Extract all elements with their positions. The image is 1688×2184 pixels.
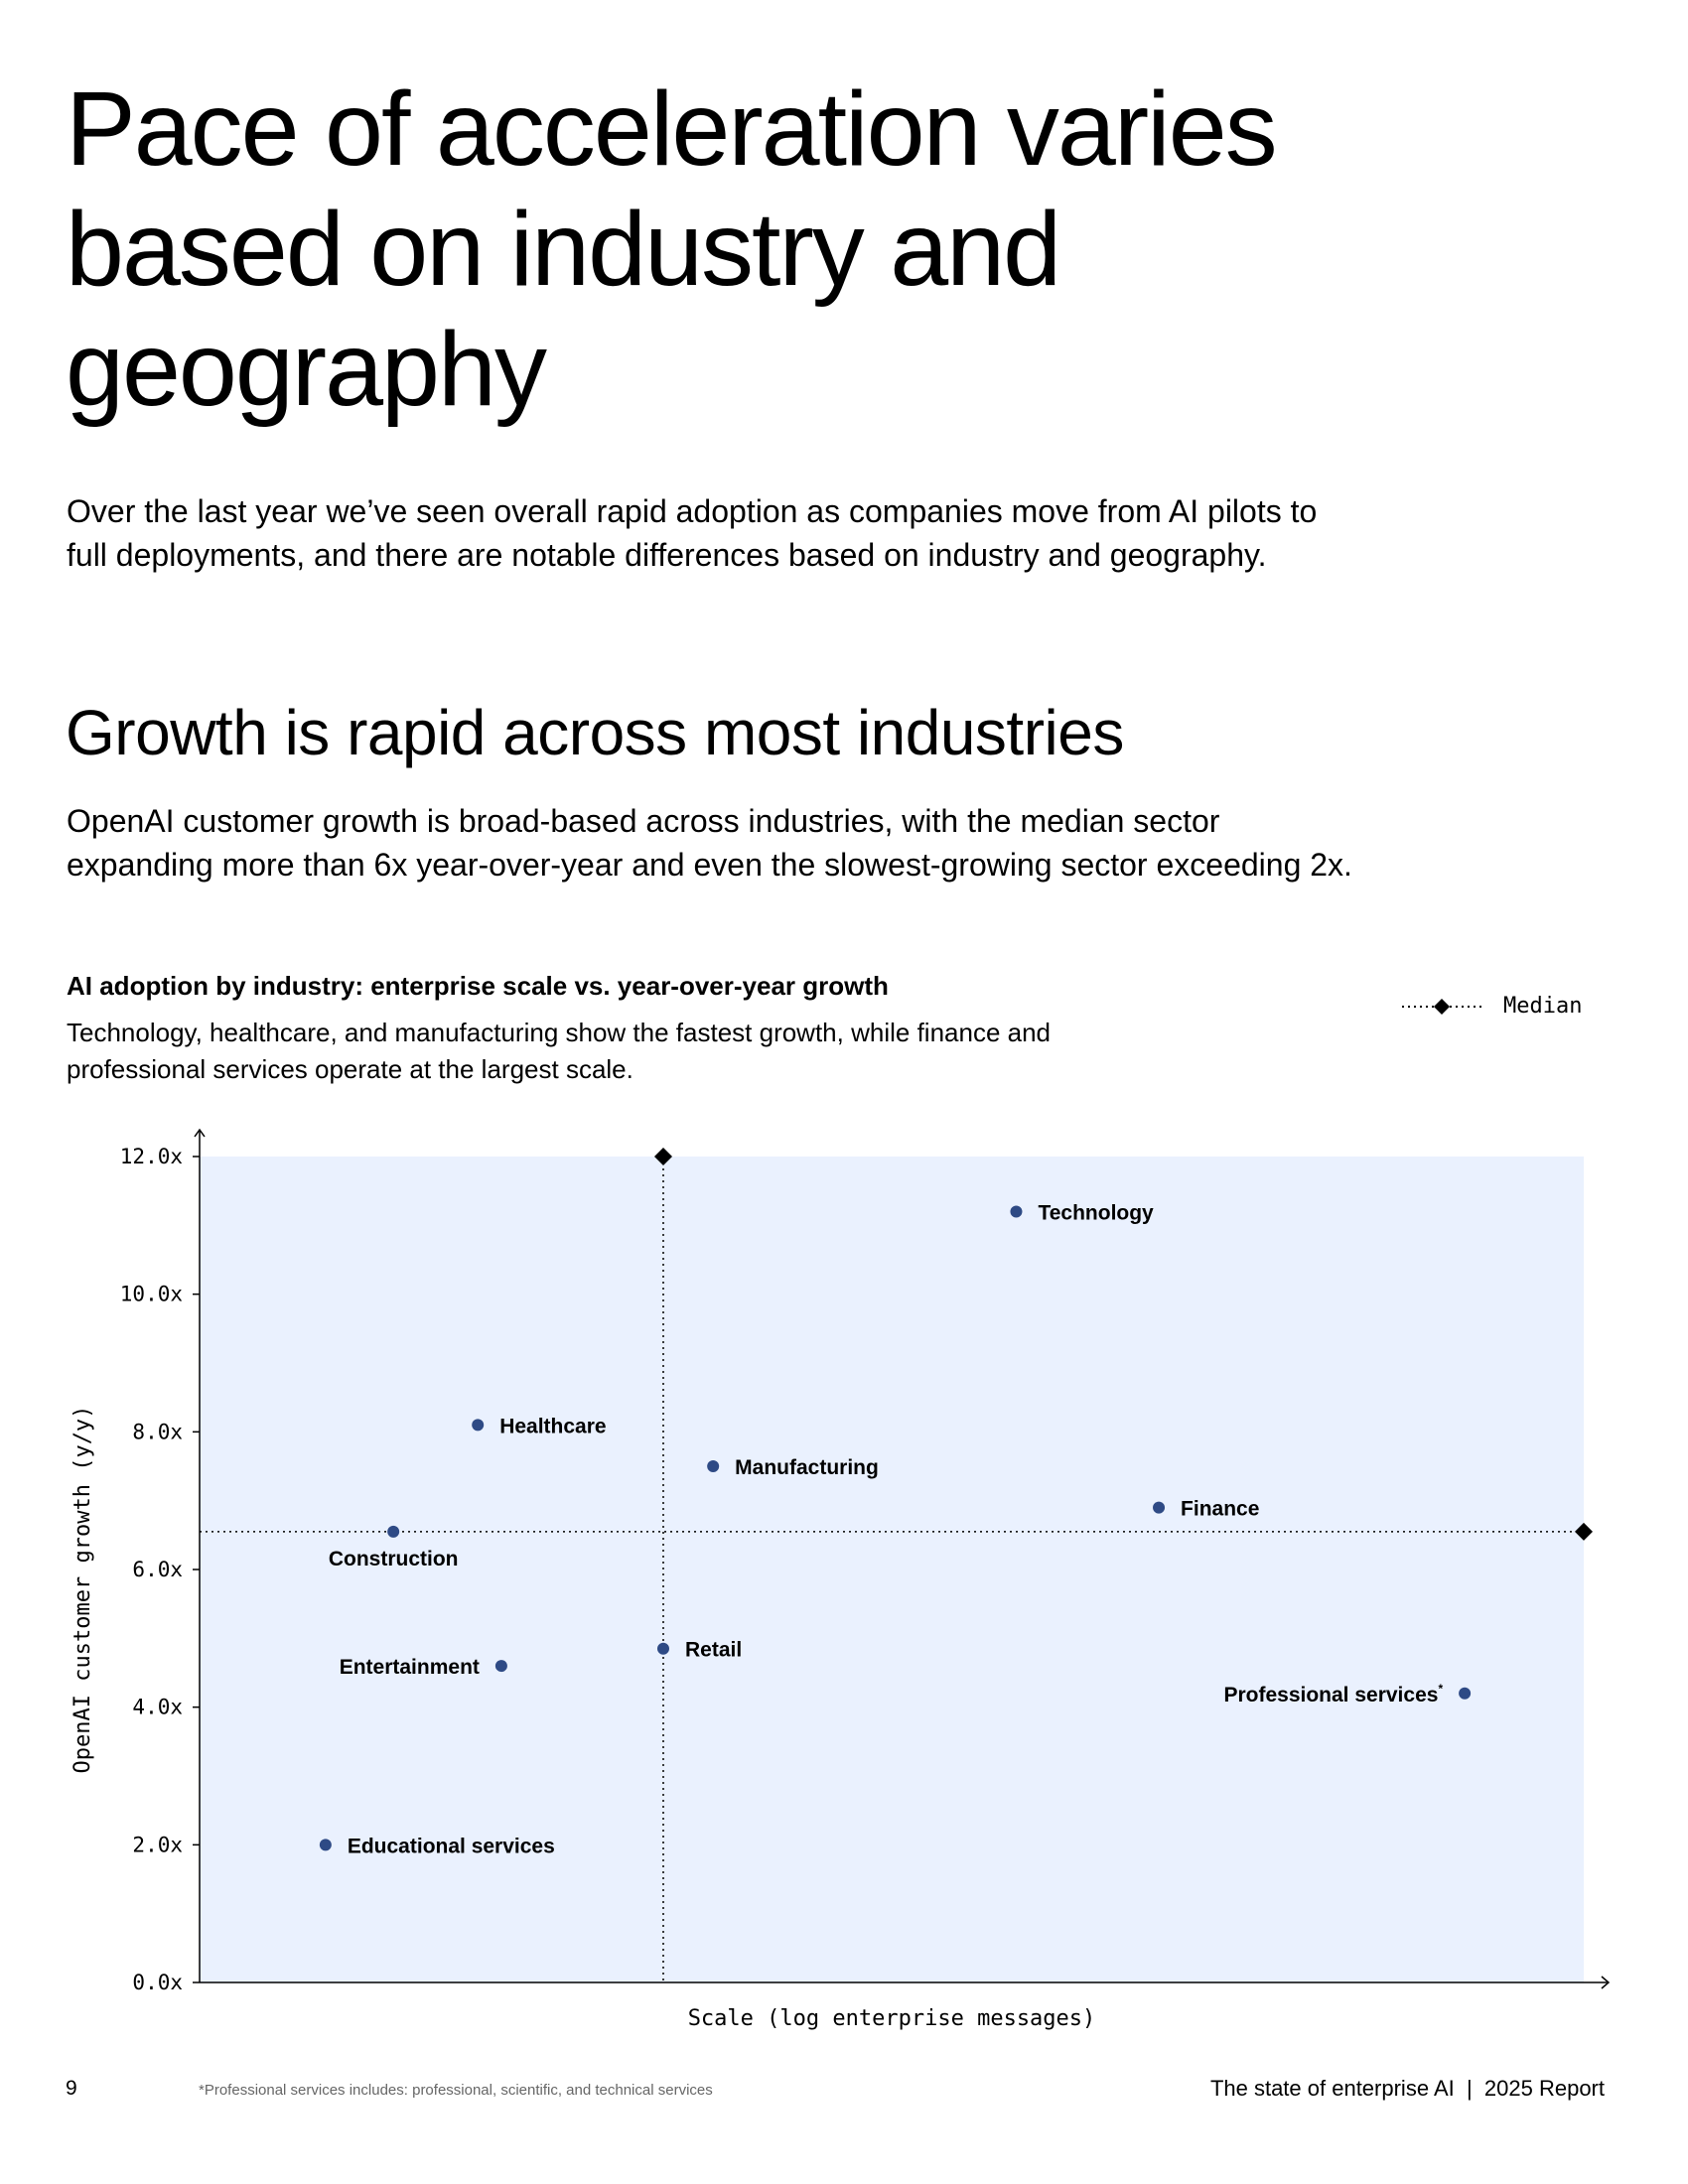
chart-subtitle: Technology, healthcare, and manufacturin… bbox=[67, 1018, 1052, 1084]
y-tick-label: 2.0x bbox=[132, 1833, 183, 1856]
data-point bbox=[1153, 1501, 1166, 1514]
y-axis-label: OpenAI customer growth (y/y) bbox=[70, 1406, 95, 1774]
point-label: Retail bbox=[685, 1639, 742, 1662]
data-point bbox=[472, 1419, 485, 1432]
point-label-text: Technology bbox=[1038, 1201, 1154, 1224]
page-title: Pace of acceleration varies based on ind… bbox=[66, 70, 1278, 428]
report-title: The state of enterprise AI | 2025 Report bbox=[1209, 2076, 1605, 2101]
chart-title: AI adoption by industry: enterprise scal… bbox=[67, 971, 889, 1001]
x-axis-arrow-icon bbox=[1601, 1976, 1611, 1989]
point-label-text: Construction bbox=[329, 1548, 459, 1570]
median-legend-icon bbox=[1402, 998, 1481, 1015]
section-paragraph: OpenAI customer growth is broad-based ac… bbox=[67, 803, 1352, 883]
data-point bbox=[319, 1839, 332, 1851]
plot-area bbox=[200, 1157, 1584, 1982]
y-tick-label: 12.0x bbox=[120, 1145, 183, 1168]
point-label: Technology bbox=[1038, 1201, 1154, 1224]
median-y-marker bbox=[1575, 1522, 1593, 1541]
point-label: Healthcare bbox=[499, 1415, 606, 1437]
data-point bbox=[494, 1660, 507, 1673]
data-point bbox=[1459, 1687, 1472, 1700]
section-title: Growth is rapid across most industries bbox=[66, 697, 1124, 768]
point-label-text: Educational services bbox=[348, 1835, 555, 1857]
point-label-text: Healthcare bbox=[499, 1415, 606, 1437]
point-label: Finance bbox=[1181, 1498, 1259, 1521]
point-label: Entertainment bbox=[340, 1656, 480, 1679]
data-point bbox=[707, 1460, 720, 1472]
point-label-text: Professional services bbox=[1223, 1684, 1438, 1706]
data-point bbox=[1010, 1205, 1023, 1218]
intro-paragraph: Over the last year we’ve seen overall ra… bbox=[67, 493, 1318, 573]
point-label-text: Retail bbox=[685, 1639, 742, 1662]
point-label: Educational services bbox=[348, 1835, 555, 1857]
point-label-text: Manufacturing bbox=[735, 1456, 879, 1479]
point-label: Manufacturing bbox=[735, 1456, 879, 1479]
legend: Median bbox=[1402, 994, 1582, 1019]
point-label-text: Entertainment bbox=[340, 1656, 480, 1679]
median-x-marker bbox=[653, 1148, 672, 1165]
y-tick-label: 4.0x bbox=[132, 1696, 183, 1719]
y-tick-label: 8.0x bbox=[132, 1420, 183, 1443]
page-number: 9 bbox=[66, 2077, 77, 2100]
point-label: Professional services* bbox=[1223, 1682, 1443, 1706]
y-tick-label: 0.0x bbox=[132, 1971, 183, 1994]
footnote-mark: * bbox=[1438, 1682, 1443, 1696]
footnote: *Professional services includes: profess… bbox=[199, 2082, 713, 2099]
data-point bbox=[387, 1525, 400, 1538]
x-axis-label: Scale (log enterprise messages) bbox=[688, 2006, 1096, 2031]
y-tick-label: 10.0x bbox=[120, 1283, 183, 1306]
data-point bbox=[656, 1642, 669, 1655]
y-axis-arrow-icon bbox=[194, 1128, 206, 1138]
point-label-text: Finance bbox=[1181, 1498, 1259, 1521]
y-tick-label: 6.0x bbox=[132, 1558, 183, 1581]
legend-label: Median bbox=[1503, 994, 1583, 1019]
point-label: Construction bbox=[329, 1548, 459, 1570]
